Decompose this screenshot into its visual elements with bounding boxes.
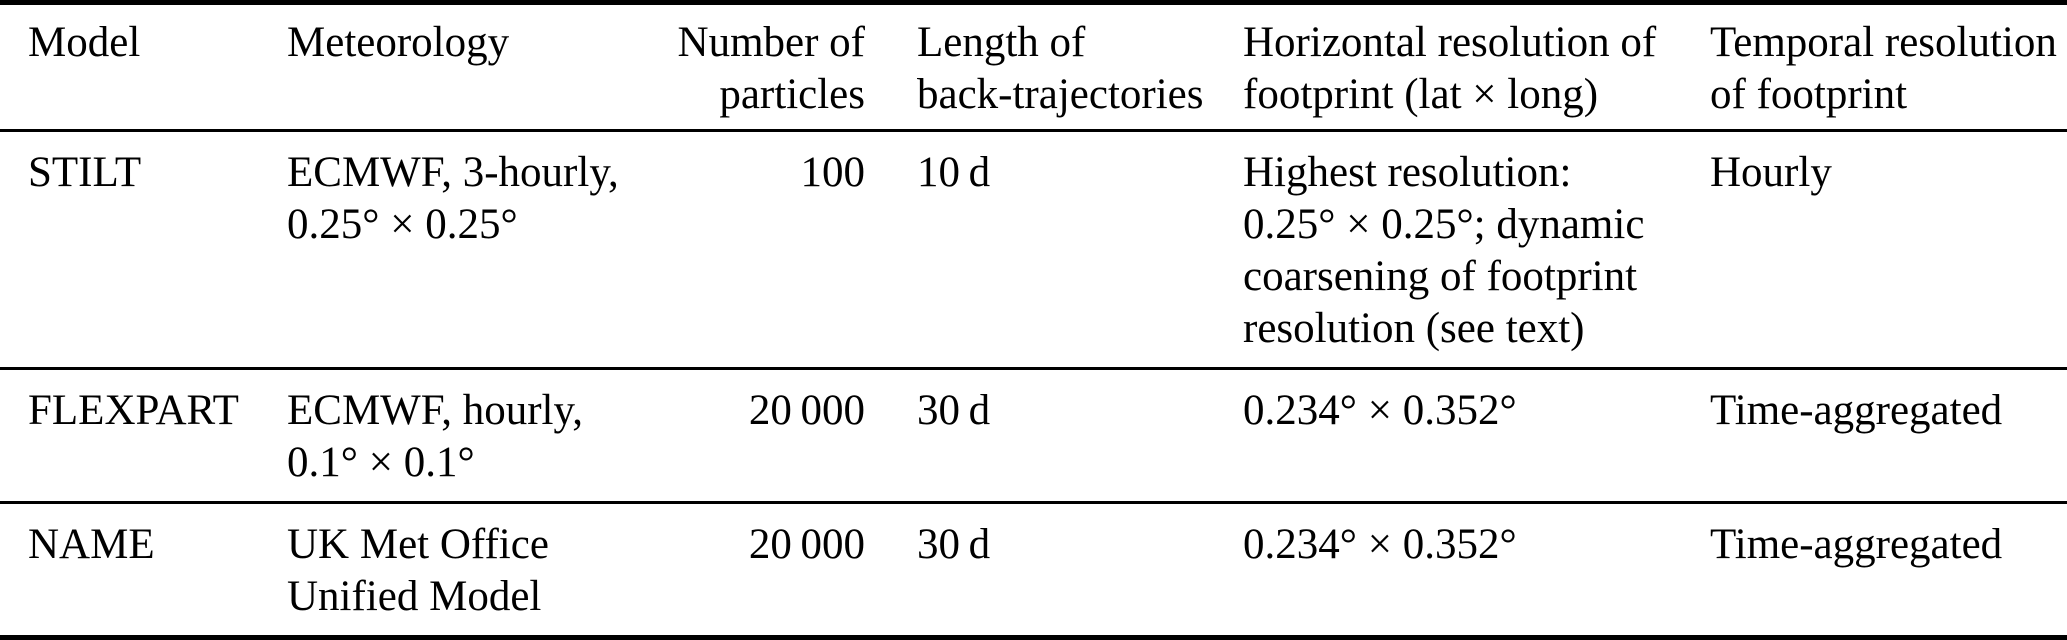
column-header-temporal-resolution: Temporal resolution of footprint bbox=[1710, 19, 2057, 118]
table-row-flexpart: FLEXPART ECMWF, hourly, 0.1° × 0.1° 20 0… bbox=[0, 369, 2067, 503]
cell-meteorology: UK Met Office Unified Model bbox=[287, 521, 549, 620]
cell-meteorology: ECMWF, 3-hourly, 0.25° × 0.25° bbox=[287, 149, 619, 248]
cell-horizontal-resolution: 0.234° × 0.352° bbox=[1243, 387, 1517, 434]
cell-trajectory-length: 10 d bbox=[917, 149, 991, 196]
table-header: Model Meteorology Number of particles Le… bbox=[0, 2, 2067, 131]
header-row: Model Meteorology Number of particles Le… bbox=[0, 2, 2067, 131]
column-header-horizontal-resolution: Horizontal resolution of footprint (lat … bbox=[1243, 19, 1657, 118]
cell-temporal-resolution: Time-aggregated bbox=[1710, 387, 2003, 434]
table-row-name: NAME UK Met Office Unified Model 20 000 … bbox=[0, 503, 2067, 638]
cell-trajectory-length: 30 d bbox=[917, 521, 991, 568]
cell-number-of-particles: 20 000 bbox=[748, 521, 865, 568]
cell-model: FLEXPART bbox=[28, 387, 239, 434]
cell-horizontal-resolution: 0.234° × 0.352° bbox=[1243, 521, 1517, 568]
cell-model: NAME bbox=[28, 521, 155, 568]
column-header-meteorology: Meteorology bbox=[287, 19, 510, 66]
column-header-trajectory-length: Length of back-trajectories bbox=[917, 19, 1204, 118]
table-body: STILT ECMWF, 3-hourly, 0.25° × 0.25° 100… bbox=[0, 131, 2067, 638]
cell-trajectory-length: 30 d bbox=[917, 387, 991, 434]
cell-number-of-particles: 20 000 bbox=[748, 387, 865, 434]
cell-meteorology: ECMWF, hourly, 0.1° × 0.1° bbox=[287, 387, 583, 486]
cell-number-of-particles: 100 bbox=[800, 149, 866, 196]
cell-horizontal-resolution: Highest resolution: 0.25° × 0.25°; dynam… bbox=[1243, 149, 1645, 352]
cell-temporal-resolution: Time-aggregated bbox=[1710, 521, 2003, 568]
cell-model: STILT bbox=[28, 149, 142, 196]
column-header-number-of-particles: Number of particles bbox=[677, 19, 865, 118]
column-header-model: Model bbox=[28, 19, 141, 66]
cell-temporal-resolution: Hourly bbox=[1710, 149, 1832, 196]
table-row-stilt: STILT ECMWF, 3-hourly, 0.25° × 0.25° 100… bbox=[0, 131, 2067, 369]
